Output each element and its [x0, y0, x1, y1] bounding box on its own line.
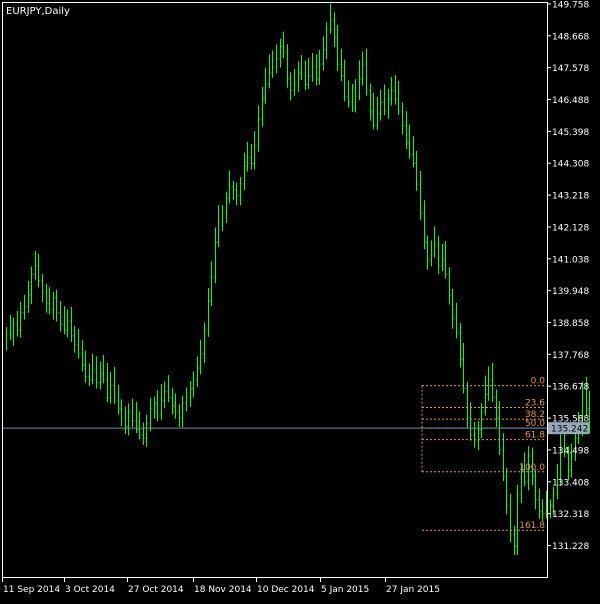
fib-level-label: 23.6: [525, 398, 545, 408]
price-axis-label: 132.318: [552, 510, 589, 520]
price-axis-label: 135.588: [552, 415, 589, 425]
price-axis-label: 146.488: [552, 96, 589, 106]
price-axis-label: 139.948: [552, 287, 589, 297]
price-axis-label: 131.228: [552, 542, 589, 552]
price-axis-label: 147.578: [552, 64, 589, 74]
price-axis-label: 142.128: [552, 223, 589, 233]
fib-level-label: 50.0: [525, 419, 545, 429]
price-axis-label: 138.858: [552, 319, 589, 329]
price-axis-label: 145.398: [552, 128, 589, 138]
date-axis-label: 11 Sep 2014: [3, 585, 60, 595]
date-axis-label: 27 Jan 2015: [386, 585, 440, 595]
date-axis-label: 27 Oct 2014: [128, 585, 184, 595]
fib-level-label: 0.0: [531, 377, 546, 387]
price-axis-label: 144.308: [552, 160, 589, 170]
bid-price-label: 135.242: [551, 425, 588, 435]
date-axis-label: 3 Oct 2014: [65, 585, 115, 595]
price-axis-label: 134.498: [552, 446, 589, 456]
price-axis-label: 143.218: [552, 192, 589, 202]
plot-frame: [2, 2, 548, 578]
price-axis-label: 141.038: [552, 255, 589, 265]
fib-level-label: 38.2: [525, 410, 545, 420]
symbol-label: EURJPY,Daily: [6, 6, 70, 17]
candles-layer: [5, 3, 591, 556]
bid-price-box: [548, 422, 589, 435]
fib-level-label: 100.0: [519, 463, 545, 473]
fib-level-label: 161.8: [519, 521, 545, 531]
date-axis-label: 5 Jan 2015: [321, 585, 369, 595]
date-axis-label: 10 Dec 2014: [257, 585, 315, 595]
price-axis-label: 149.758: [552, 0, 589, 10]
fib-level-label: 61.8: [525, 431, 545, 441]
fibonacci-retracement[interactable]: 0.0 23.6 38.250.0 61.8 100.0 161.8: [421, 377, 546, 532]
date-axis-label: 18 Nov 2014: [194, 585, 252, 595]
price-axis-label: 133.408: [552, 478, 589, 488]
price-axis-label: 137.768: [552, 351, 589, 361]
price-axis-label: 136.678: [552, 383, 589, 393]
price-axis-label: 148.668: [552, 32, 589, 42]
